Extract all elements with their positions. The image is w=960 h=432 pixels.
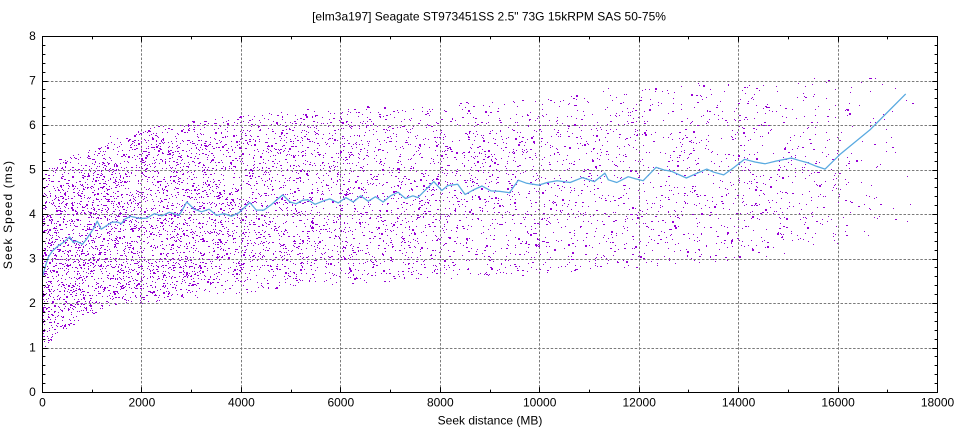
svg-text:0: 0 bbox=[39, 396, 46, 410]
svg-text:Seek distance (MB): Seek distance (MB) bbox=[438, 414, 543, 428]
svg-text:12000: 12000 bbox=[623, 396, 657, 410]
svg-text:6: 6 bbox=[29, 118, 36, 132]
svg-text:1: 1 bbox=[29, 340, 36, 354]
svg-text:0: 0 bbox=[29, 385, 36, 399]
svg-text:2000: 2000 bbox=[129, 396, 156, 410]
svg-text:6000: 6000 bbox=[327, 396, 354, 410]
svg-text:14000: 14000 bbox=[722, 396, 756, 410]
svg-text:8: 8 bbox=[29, 29, 36, 43]
svg-text:8000: 8000 bbox=[427, 396, 454, 410]
svg-text:10000: 10000 bbox=[523, 396, 557, 410]
svg-text:3: 3 bbox=[29, 251, 36, 265]
svg-text:[elm3a197] Seagate ST973451SS: [elm3a197] Seagate ST973451SS 2.5" 73G 1… bbox=[312, 10, 666, 24]
svg-text:16000: 16000 bbox=[821, 396, 855, 410]
svg-text:18000: 18000 bbox=[921, 396, 955, 410]
svg-text:4: 4 bbox=[29, 207, 36, 221]
svg-text:2: 2 bbox=[29, 296, 36, 310]
svg-text:Seek Speed (ms): Seek Speed (ms) bbox=[1, 160, 15, 269]
svg-text:7: 7 bbox=[29, 73, 36, 87]
svg-text:4000: 4000 bbox=[228, 396, 255, 410]
svg-text:5: 5 bbox=[29, 162, 36, 176]
